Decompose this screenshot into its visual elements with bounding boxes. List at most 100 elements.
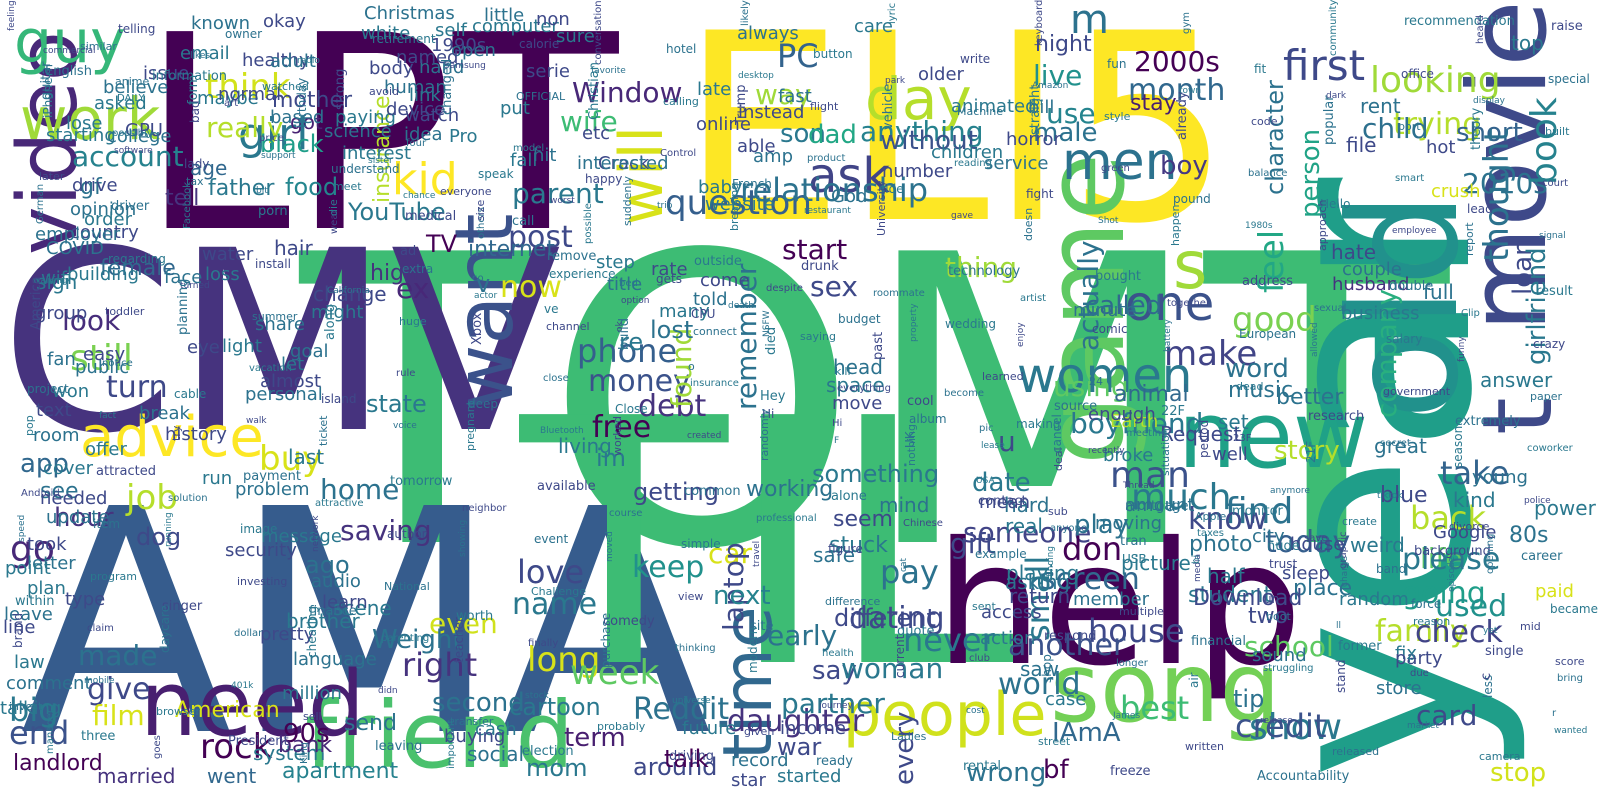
cloud-word: contact: [978, 494, 1027, 509]
cloud-word: try: [170, 425, 183, 441]
cloud-word: lost: [650, 316, 694, 344]
cloud-word: screen: [1040, 562, 1140, 597]
cloud-word: sub: [1048, 505, 1068, 518]
cloud-word: important: [446, 719, 457, 769]
cloud-word: background: [1414, 544, 1491, 559]
cloud-word: Challenge: [531, 585, 586, 598]
cloud-word: remove: [547, 249, 597, 264]
cloud-word: address: [1242, 274, 1294, 289]
cloud-word: funny: [1457, 336, 1467, 362]
cloud-word: government: [1383, 385, 1451, 398]
cloud-word: fan: [47, 349, 76, 370]
cloud-word: type: [65, 589, 106, 610]
cloud-word: Chinese: [903, 518, 943, 529]
cloud-word: graphic: [1338, 531, 1349, 569]
cloud-word: coworker: [1527, 443, 1573, 454]
cloud-word: strong: [333, 68, 348, 110]
cloud-word: around: [633, 753, 718, 781]
cloud-word: avoid: [369, 85, 400, 98]
cloud-word: breaking: [728, 182, 741, 231]
cloud-word: solution: [168, 493, 208, 504]
cloud-word: desktop: [738, 71, 774, 81]
cloud-word: three: [81, 729, 116, 744]
cloud-word: language: [293, 649, 377, 670]
cloud-word: guitar: [39, 61, 54, 100]
cloud-word: 401k: [231, 681, 254, 691]
cloud-word: form: [186, 74, 201, 105]
cloud-word: student: [1188, 583, 1273, 608]
cloud-word: image: [240, 522, 278, 536]
cloud-word: heard: [1475, 15, 1486, 44]
cloud-word: Apple: [1195, 510, 1227, 523]
cloud-word: party: [1395, 648, 1443, 669]
cloud-word: check: [1415, 615, 1503, 650]
cloud-word: bring: [1557, 673, 1583, 684]
cloud-word: kid: [392, 154, 458, 205]
cloud-word: black: [260, 130, 324, 158]
cloud-word: project: [27, 382, 69, 396]
cloud-word: plan: [27, 578, 66, 599]
cloud-word: AMA: [20, 444, 712, 800]
cloud-word: working: [746, 477, 834, 502]
cloud-word: one: [1125, 276, 1215, 332]
cloud-word: real: [1005, 514, 1043, 538]
cloud-word: Christmas: [364, 3, 455, 24]
cloud-word: maybe: [197, 88, 259, 109]
cloud-word: crush: [1431, 181, 1481, 202]
cloud-word: fun: [1107, 57, 1127, 71]
cloud-word: opinion: [70, 199, 137, 220]
cloud-word: gf: [80, 175, 102, 200]
cloud-word: talking: [0, 698, 62, 719]
cloud-word: right: [402, 646, 478, 684]
cloud-word: issue: [143, 63, 190, 84]
cloud-word: case: [1045, 689, 1087, 710]
cloud-word: network: [311, 515, 321, 552]
cloud-word: money: [588, 364, 691, 399]
cloud-word: photo: [1189, 532, 1253, 557]
cloud-word: notice: [102, 358, 133, 369]
cloud-word: brother: [286, 609, 360, 633]
cloud-word: financial: [1191, 634, 1246, 649]
cloud-word: safe: [813, 543, 856, 567]
cloud-word: set: [1218, 410, 1249, 434]
cloud-word: goal: [290, 341, 329, 362]
cloud-word: investing: [237, 575, 288, 588]
cloud-word: turn: [106, 370, 168, 405]
cloud-word: idea: [404, 124, 443, 145]
cloud-word: battery: [1163, 319, 1173, 352]
cloud-word: universe: [672, 696, 711, 706]
cloud-word: return: [1009, 584, 1071, 608]
cloud-word: connect: [693, 325, 737, 338]
cloud-word: 1990s: [431, 35, 487, 56]
cloud-word: shop: [1040, 654, 1054, 683]
cloud-word: text: [36, 400, 72, 421]
cloud-word: result: [1536, 284, 1573, 299]
cloud-word: course: [609, 508, 643, 519]
cloud-word: double: [1389, 279, 1434, 294]
cloud-word: ELI5: [680, 0, 1232, 281]
cloud-word: election: [522, 744, 574, 759]
cloud-word: first: [1283, 41, 1366, 90]
cloud-word: insurance: [690, 378, 739, 389]
cloud-word: straight: [1028, 84, 1043, 135]
cloud-word: cable: [174, 387, 207, 401]
cloud-word: offer: [85, 439, 127, 460]
cloud-word: difference: [825, 595, 881, 608]
cloud-word: Christian: [587, 62, 602, 120]
cloud-word: due: [1410, 668, 1429, 679]
cloud-word: daughter: [727, 704, 865, 739]
cloud-word: place: [1293, 576, 1353, 601]
cloud-word: green: [1101, 163, 1130, 174]
cloud-word: site: [750, 619, 774, 634]
cloud-word: file: [1346, 133, 1377, 157]
cloud-word: professional: [756, 513, 817, 524]
cloud-word: F: [834, 436, 840, 446]
cloud-word: sister: [368, 156, 393, 166]
cloud-word: smart: [1395, 173, 1425, 184]
cloud-word: woman: [841, 652, 944, 685]
cloud-word: high: [370, 261, 418, 286]
cloud-word: America: [29, 276, 44, 330]
cloud-word: picture: [1121, 551, 1191, 575]
cloud-word: school: [1244, 630, 1334, 663]
cloud-word: moving: [1095, 513, 1163, 534]
